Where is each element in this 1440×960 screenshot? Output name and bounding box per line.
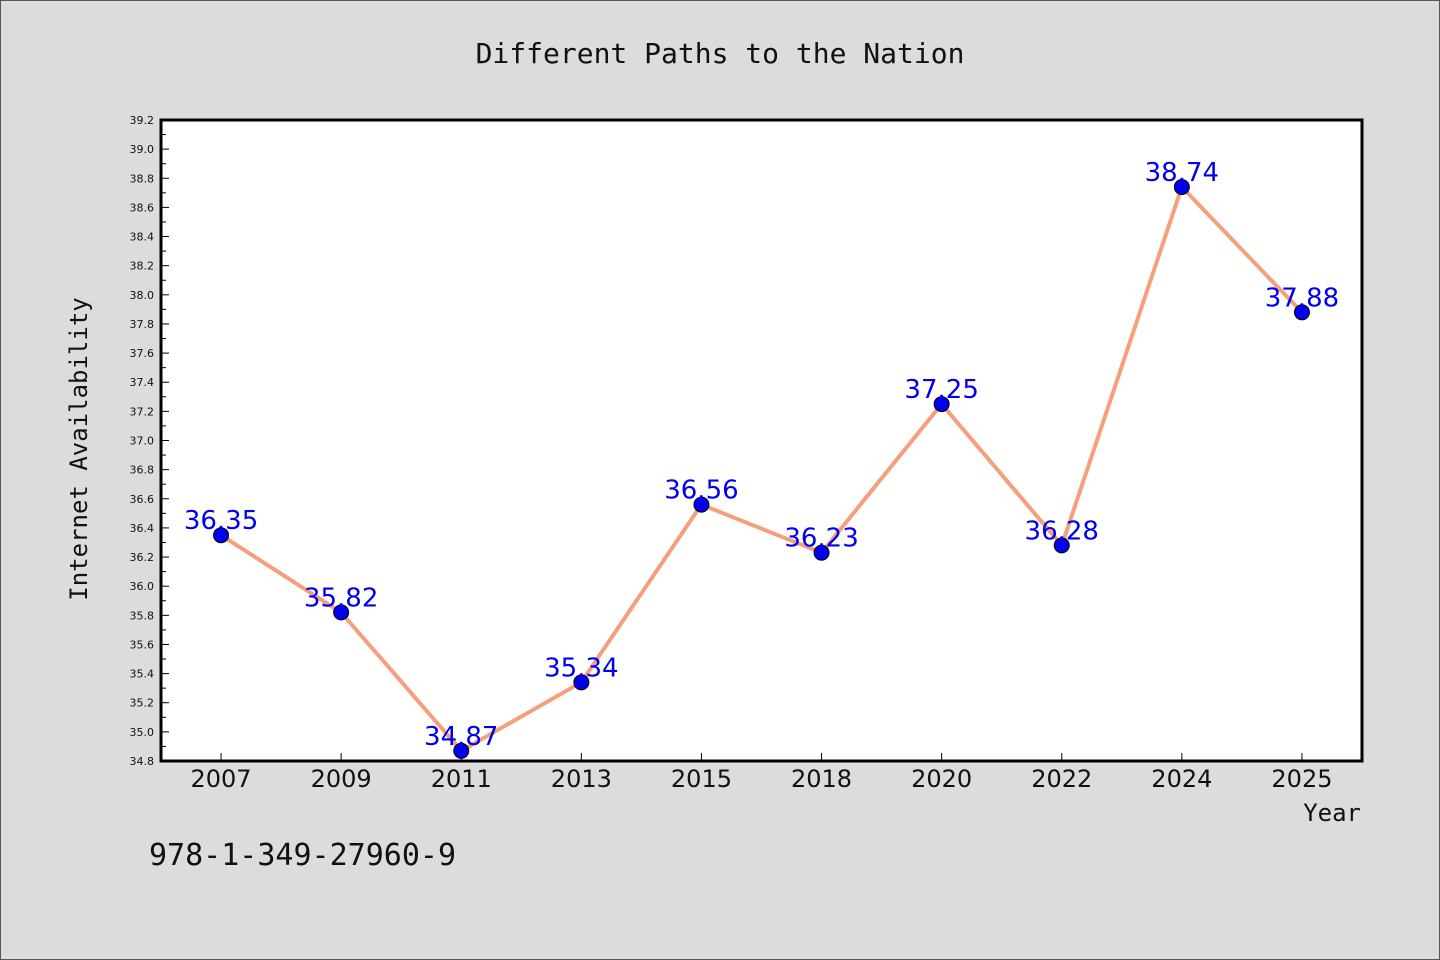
y-axis-label: Internet Availability [65,297,93,600]
x-tick-label: 2015 [671,765,732,793]
y-tick-label: 38.8 [130,172,155,185]
y-tick-label: 36.2 [130,551,155,564]
data-label: 34.87 [424,722,498,752]
data-label: 36.23 [784,524,858,554]
y-tick-label: 37.2 [130,405,155,418]
x-tick-label: 2022 [1031,765,1092,793]
data-point [1053,537,1070,554]
y-tick-label: 37.6 [130,347,155,360]
x-tick-label: 2025 [1271,765,1332,793]
chart-title: Different Paths to the Nation [476,37,965,70]
data-point [333,604,350,621]
y-tick-label: 39.0 [130,143,155,156]
x-tick-label: 2011 [431,765,492,793]
y-tick-label: 36.6 [130,493,155,506]
data-point [1293,304,1310,321]
data-markers [213,179,1310,759]
data-labels: 36.35 35.82 34.87 35.34 36.56 36.23 37.25 36.28… [184,158,1339,752]
y-tick-label: 37.8 [130,318,155,331]
y-tick-label: 34.8 [130,755,155,768]
y-tick-label: 35.4 [130,668,155,681]
y-tick-label: 38.2 [130,260,155,273]
data-label: 38.74 [1145,158,1219,188]
x-tick-label: 2018 [791,765,852,793]
x-tick-label: 2024 [1151,765,1212,793]
data-point [693,496,710,513]
x-axis-label: Year [1303,799,1361,827]
plot-area [159,118,1364,763]
y-tick-label: 38.0 [130,289,155,302]
y-tick-label: 36.4 [130,522,155,535]
data-label: 36.56 [664,476,738,506]
series-line [220,185,1304,753]
data-label: 35.34 [544,653,618,683]
y-tick-label: 37.4 [130,376,155,389]
data-point [813,544,830,561]
y-tick-label: 35.8 [130,609,155,622]
y-tick-label: 35.0 [130,726,155,739]
y-tick-label: 35.6 [130,638,155,651]
x-tick-label: 2009 [311,765,372,793]
data-label: 37.25 [904,375,978,405]
y-tick-label: 38.4 [130,231,155,244]
x-tick-label: 2013 [551,765,612,793]
data-label: 35.82 [304,583,378,613]
y-tick-label: 36.8 [130,464,155,477]
y-tick-label: 38.6 [130,201,155,214]
data-label: 37.88 [1265,283,1339,313]
x-tick-label: 2020 [911,765,972,793]
data-point [1173,179,1190,196]
x-tick-label: 2007 [191,765,252,793]
data-point [573,674,590,691]
data-label: 36.28 [1025,516,1099,546]
data-point [933,396,950,413]
y-tick-label: 35.2 [130,697,155,710]
data-label: 36.35 [184,506,258,536]
y-tick-label: 36.0 [130,580,155,593]
data-point [453,742,470,759]
data-point [213,527,230,544]
y-tick-label: 39.2 [130,114,155,127]
isbn-text: 978-1-349-27960-9 [149,838,456,873]
y-axis: 34.8 35.0 35.2 35.4 35.6 35.8 36.0 36.2 36.4 36.6… [130,114,169,768]
x-axis: 2007 2009 2011 2013 2015 2018 2020 2022 2024 2025 [191,753,1332,793]
y-tick-label: 37.0 [130,435,155,448]
